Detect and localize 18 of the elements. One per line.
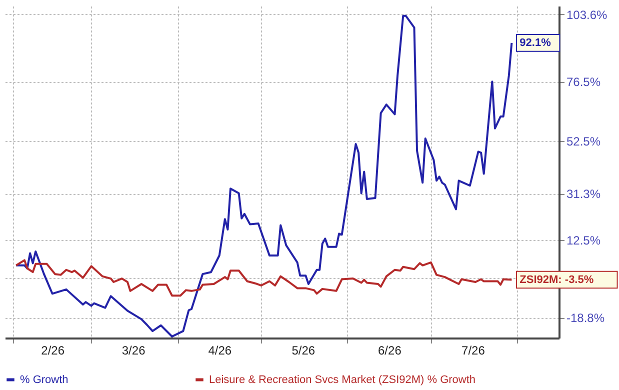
annotation: 92.1% (520, 36, 552, 49)
line-series (15, 14, 513, 338)
x-tick-label: 7/26 (462, 344, 486, 358)
y-tick-label: 52.5% (566, 134, 601, 149)
y-tick-label: -18.8% (566, 311, 605, 326)
x-tick-label: 5/26 (292, 344, 316, 358)
y-tick-label: 12.5% (566, 234, 601, 248)
legend-label: % Growth (20, 374, 68, 386)
y-tick-label: 103.6% (566, 8, 608, 22)
y-tick-label: 76.5% (566, 75, 601, 90)
y-tick-label: 31.3% (566, 187, 601, 202)
x-tick-label: 4/26 (208, 344, 232, 358)
x-tick-label: 2/26 (41, 344, 65, 358)
annotation: ZSI92M: -3.5% (520, 274, 594, 286)
x-tick-label: 3/26 (122, 344, 146, 358)
line-series (15, 259, 513, 297)
x-tick-label: 6/26 (378, 344, 402, 358)
legend-label: Leisure & Recreation Svcs Market (ZSI92M) % Growth (209, 374, 476, 386)
